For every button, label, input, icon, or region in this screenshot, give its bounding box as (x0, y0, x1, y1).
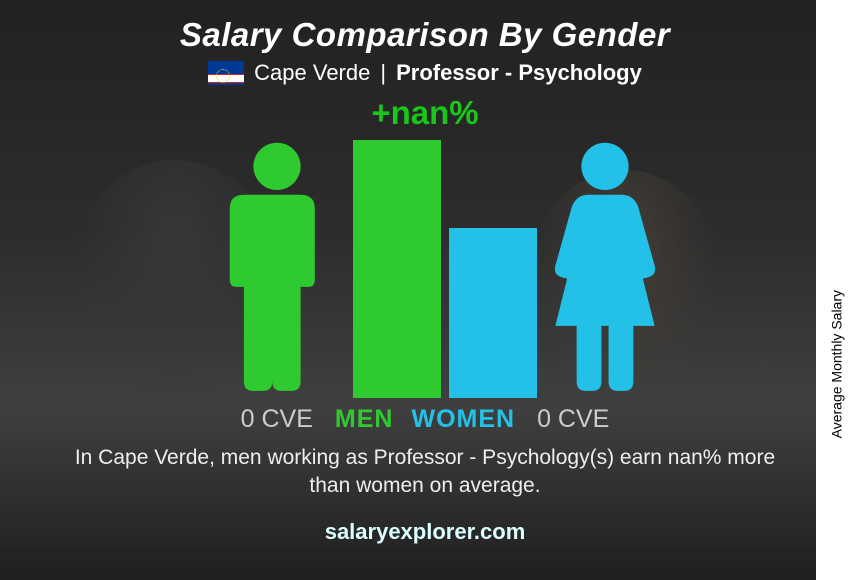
page-title: Salary Comparison By Gender (180, 16, 670, 54)
subtitle-divider: | (380, 60, 386, 86)
content-wrapper: Salary Comparison By Gender Cape Verde |… (0, 0, 850, 580)
man-icon (217, 138, 337, 398)
website-url: salaryexplorer.com (325, 519, 526, 545)
women-label: WOMEN (411, 405, 515, 434)
job-title: Professor - Psychology (396, 60, 642, 86)
subtitle-row: Cape Verde | Professor - Psychology (208, 60, 642, 86)
men-value: 0 CVE (241, 405, 313, 434)
labels-row: 0 CVE MEN WOMEN 0 CVE (145, 405, 705, 434)
flag-icon (208, 61, 244, 85)
men-label: MEN (335, 405, 394, 434)
bar-men (353, 140, 441, 398)
chart-area: +nan% 0 CVE MEN WOMEN 0 CVE (145, 94, 705, 434)
country-name: Cape Verde (254, 60, 370, 86)
bar-women (449, 228, 537, 398)
difference-label: +nan% (371, 94, 478, 132)
women-value: 0 CVE (537, 405, 609, 434)
description-text: In Cape Verde, men working as Professor … (55, 444, 795, 501)
side-axis-label: Average Monthly Salary (828, 290, 844, 438)
woman-icon (545, 138, 665, 398)
